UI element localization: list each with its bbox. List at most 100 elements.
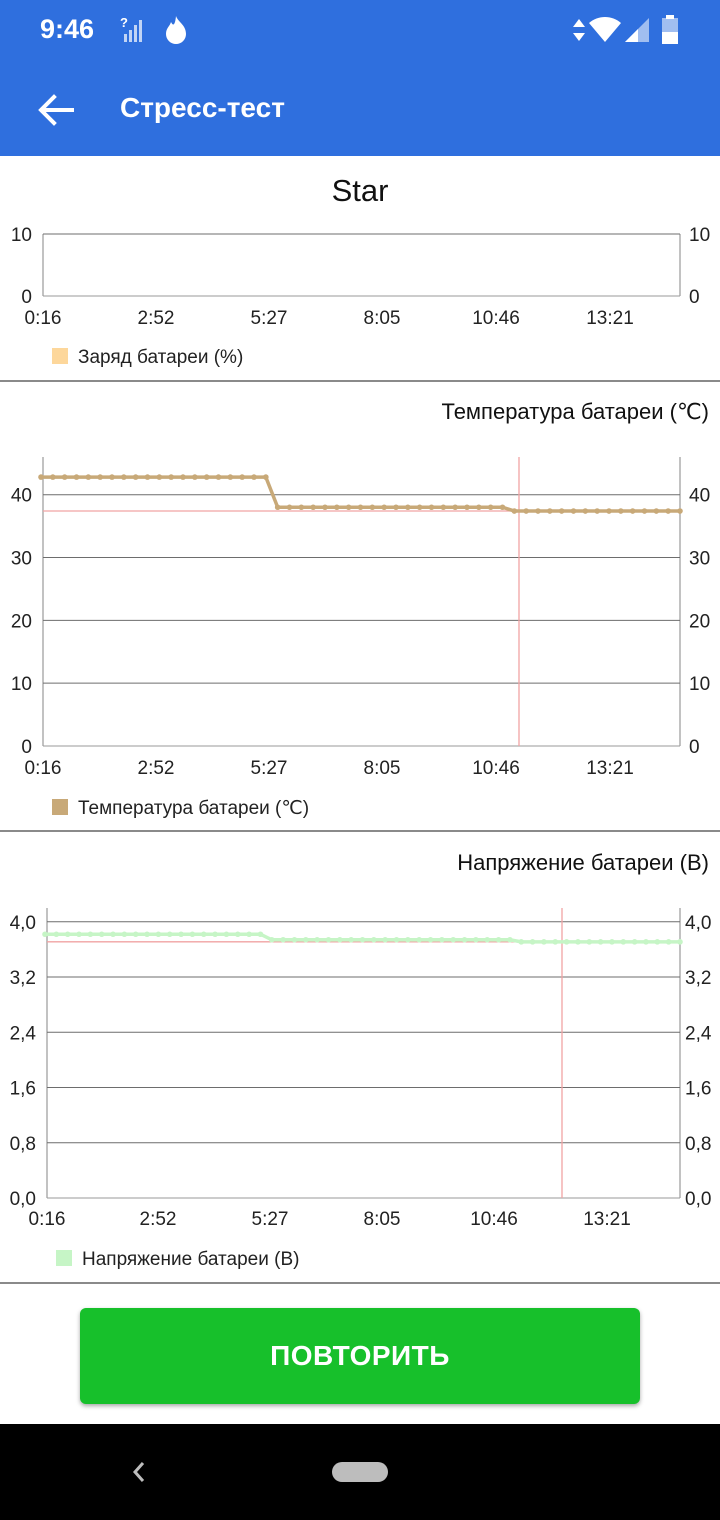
y-tick-label-left: 0 xyxy=(21,287,32,308)
y-tick-label-left: 0,8 xyxy=(10,1134,36,1155)
y-tick-label-right: 4,0 xyxy=(685,913,711,934)
data-point xyxy=(495,936,502,943)
data-point xyxy=(618,508,624,514)
data-point xyxy=(263,474,269,480)
data-point xyxy=(369,504,376,511)
x-tick-label: 2:52 xyxy=(138,758,175,779)
y-tick-label-left: 1,6 xyxy=(10,1079,36,1100)
data-point xyxy=(156,474,163,480)
data-point xyxy=(523,508,529,514)
legend-label: Заряд батареи (%) xyxy=(78,347,243,368)
y-tick-label-left: 2,4 xyxy=(10,1023,37,1044)
data-point xyxy=(654,939,661,945)
y-tick-label-right: 10 xyxy=(689,674,710,695)
data-point xyxy=(257,931,264,938)
data-point xyxy=(310,504,316,511)
data-point xyxy=(192,474,198,480)
section-divider xyxy=(0,380,720,382)
data-point xyxy=(631,939,638,945)
data-point xyxy=(405,504,411,511)
data-point xyxy=(251,474,257,480)
data-point xyxy=(155,931,162,938)
data-point xyxy=(246,931,252,938)
nav-home-pill-icon[interactable] xyxy=(332,1462,388,1482)
section-divider xyxy=(0,830,720,832)
y-tick-label-right: 20 xyxy=(689,611,710,632)
chart-title: Температура батареи (℃) xyxy=(441,399,709,424)
data-point xyxy=(665,939,672,945)
screen-title: Стресс-тест xyxy=(120,92,285,123)
data-point xyxy=(345,504,352,511)
data-point xyxy=(439,936,445,943)
repeat-button[interactable]: ПОВТОРИТЬ xyxy=(80,1308,640,1404)
data-point xyxy=(234,931,241,938)
data-point xyxy=(180,474,186,480)
y-tick-label-right: 3,2 xyxy=(685,968,711,989)
x-tick-label: 0:16 xyxy=(25,758,62,779)
chart-title: Star xyxy=(332,173,389,208)
y-tick-label-right: 2,4 xyxy=(685,1023,712,1044)
y-tick-label-left: 4,0 xyxy=(10,913,36,934)
legend-swatch xyxy=(56,1250,72,1266)
data-point xyxy=(393,936,400,943)
y-tick-label-left: 20 xyxy=(11,611,32,632)
data-point xyxy=(552,939,559,945)
data-point xyxy=(597,939,604,945)
x-tick-label: 8:05 xyxy=(364,308,401,329)
data-point xyxy=(61,474,68,480)
x-tick-label: 10:46 xyxy=(470,1209,518,1230)
data-point xyxy=(53,931,60,938)
y-tick-label-right: 40 xyxy=(689,486,710,507)
data-point xyxy=(359,936,366,943)
data-point xyxy=(499,504,506,511)
x-tick-label: 2:52 xyxy=(138,308,175,329)
y-tick-label-left: 0,0 xyxy=(10,1189,36,1210)
nav-back-icon[interactable] xyxy=(128,1456,150,1488)
x-tick-label: 10:46 xyxy=(472,308,520,329)
data-point xyxy=(303,936,309,943)
battery-temperature-chart-svg: Температура батареи (℃) 0 10 20 30 40 0 10 20 30… xyxy=(11,399,710,819)
data-point xyxy=(575,939,581,945)
y-tick-label-right: 0 xyxy=(689,737,700,758)
data-point xyxy=(85,474,92,480)
x-tick-label: 10:46 xyxy=(472,758,520,779)
data-point xyxy=(144,474,151,480)
data-point xyxy=(594,508,600,514)
data-point xyxy=(450,936,457,943)
x-tick-label: 0:16 xyxy=(29,1209,66,1230)
data-point xyxy=(132,931,139,938)
data-point xyxy=(298,504,305,511)
data-point xyxy=(73,474,80,480)
data-point xyxy=(98,931,105,938)
arrow-left-icon[interactable] xyxy=(34,88,78,132)
chart-title: Напряжение батареи (В) xyxy=(457,850,709,875)
data-point xyxy=(268,936,275,943)
signal-unknown-icon: ? xyxy=(120,15,142,42)
battery-temperature-chart: Температура батареи (℃) 0 10 20 30 40 0 10 20 30… xyxy=(0,382,720,830)
data-point xyxy=(653,508,660,514)
y-tick-label-left: 30 xyxy=(11,549,32,570)
battery-charge-chart-svg: Star 0 10 0 10 0:16 2:52 5:27 8:05 10:46 13:21 За… xyxy=(11,173,710,368)
y-tick-label-right: 0,0 xyxy=(685,1189,711,1210)
data-point xyxy=(541,939,547,945)
data-point xyxy=(286,504,293,511)
data-point xyxy=(677,939,683,945)
data-point xyxy=(641,508,648,514)
data-point xyxy=(203,474,210,480)
legend-label: Напряжение батареи (В) xyxy=(82,1249,299,1270)
data-point xyxy=(110,931,116,938)
y-tick-label-left: 10 xyxy=(11,674,32,695)
data-point xyxy=(563,939,570,945)
data-point xyxy=(42,931,48,938)
x-tick-label: 5:27 xyxy=(252,1209,289,1230)
data-point xyxy=(405,936,411,943)
data-point xyxy=(529,939,536,945)
data-point xyxy=(609,939,615,945)
y-tick-label-right: 10 xyxy=(689,225,710,246)
data-point xyxy=(166,931,173,938)
wifi-icon xyxy=(589,17,621,42)
data-point xyxy=(586,939,593,945)
data-point xyxy=(212,931,218,938)
x-tick-label: 13:21 xyxy=(586,308,634,329)
section-divider xyxy=(0,1282,720,1284)
